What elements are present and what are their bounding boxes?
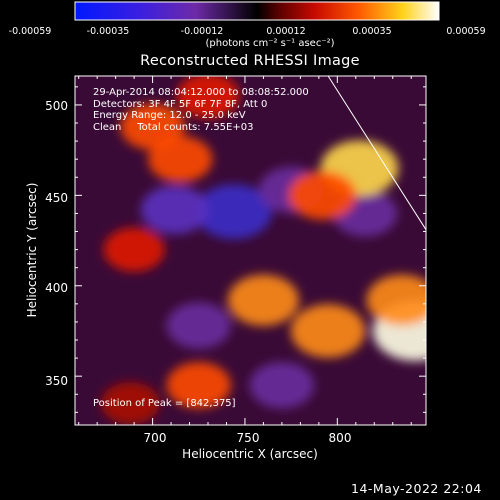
x-tick-label: 750 <box>236 431 260 445</box>
y-tick-label: 450 <box>45 191 68 205</box>
positive-flux-region <box>290 304 366 358</box>
negative-flux-region <box>249 362 315 409</box>
method-counts-annotation: Clean Total counts: 7.55E+03 <box>93 121 254 133</box>
positive-flux-region <box>176 76 240 119</box>
x-tick-label: 800 <box>328 431 352 445</box>
positive-flux-region <box>288 171 357 220</box>
detectors-annotation: Detectors: 3F 4F 5F 6F 7F 8F, Att 0 <box>93 98 268 110</box>
colorbar-tick-label: 0.00035 <box>352 26 392 37</box>
energy-range-annotation: Energy Range: 12.0 - 25.0 keV <box>93 110 246 121</box>
colorbar-tick-label: -0.00012 <box>180 26 224 37</box>
time-range-annotation: 29-Apr-2014 08:04:12.000 to 08:08:52.000 <box>93 87 309 98</box>
colorbar-units-label: (photons cm⁻² s⁻¹ asec⁻²) <box>205 38 335 49</box>
positive-flux-region <box>100 382 160 425</box>
plot-frame <box>74 75 427 426</box>
negative-flux-region <box>195 184 273 240</box>
y-tick-label: 500 <box>45 99 68 113</box>
negative-flux-region <box>166 302 231 349</box>
x-tick-label: 700 <box>143 431 167 445</box>
positive-flux-region <box>120 103 185 150</box>
x-axis-label: Heliocentric X (arcsec) <box>182 447 318 461</box>
colorbar-tick-label: 0.00012 <box>266 26 306 37</box>
positive-flux-region <box>227 274 299 326</box>
positive-flux-region <box>366 274 426 326</box>
colorbar-tick-label: -0.00035 <box>86 26 130 37</box>
negative-flux-region <box>140 185 209 235</box>
colorbar-tick-label: -0.00059 <box>8 26 52 37</box>
positive-flux-region <box>166 362 231 409</box>
y-tick-label: 350 <box>45 374 68 388</box>
solar-limb-line <box>327 76 426 230</box>
render-date: 14-May-2022 22:04 <box>351 481 482 496</box>
positive-flux-region <box>103 227 165 272</box>
colorbar-tick-label: 0.00059 <box>446 26 486 37</box>
y-tick-label: 400 <box>45 281 68 295</box>
y-axis-label: Heliocentric Y (arcsec) <box>25 182 39 318</box>
chart-title: Reconstructed RHESSI Image <box>140 53 360 69</box>
peak-position-annotation: Position of Peak = [842,375] <box>93 398 236 409</box>
